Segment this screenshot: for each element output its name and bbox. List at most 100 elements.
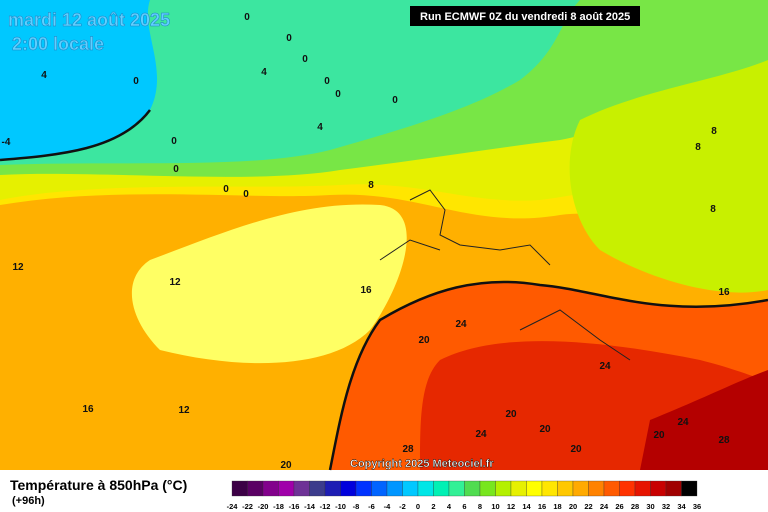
contour-label: 24 — [455, 319, 467, 330]
scale-swatch — [262, 480, 279, 497]
contour-label: 4 — [317, 122, 323, 133]
scale-swatch — [386, 480, 403, 497]
contour-label: 0 — [244, 12, 250, 23]
scale-swatch — [495, 480, 512, 497]
contour-label: 28 — [402, 444, 414, 455]
legend-title: Température à 850hPa (°C) — [10, 477, 187, 493]
scale-swatch — [464, 480, 481, 497]
scale-label: -20 — [258, 502, 269, 511]
scale-label: 18 — [553, 502, 561, 511]
scale-swatch — [634, 480, 651, 497]
scale-swatch — [231, 480, 248, 497]
scale-swatch — [557, 480, 574, 497]
scale-swatch — [324, 480, 341, 497]
scale-label: 20 — [569, 502, 577, 511]
scale-swatch — [340, 480, 357, 497]
scale-swatch — [510, 480, 527, 497]
contour-label: 0 — [171, 136, 177, 147]
scale-swatch — [278, 480, 295, 497]
scale-swatch — [479, 480, 496, 497]
scale-label: -10 — [335, 502, 346, 511]
contour-label: 0 — [286, 33, 292, 44]
contour-label: 24 — [475, 429, 487, 440]
scale-label: -16 — [289, 502, 300, 511]
contour-label: 12 — [169, 277, 181, 288]
scale-label: -2 — [399, 502, 406, 511]
scale-label: 30 — [646, 502, 654, 511]
run-box — [410, 6, 640, 26]
contour-label: -4 — [2, 137, 11, 148]
scale-swatch — [588, 480, 605, 497]
contour-label: 20 — [418, 335, 430, 346]
scale-label: -18 — [273, 502, 284, 511]
scale-label: 0 — [416, 502, 420, 511]
contour-label: 20 — [505, 409, 517, 420]
scale-label: 14 — [522, 502, 531, 511]
contour-label: 20 — [570, 444, 582, 455]
scale-label: -12 — [320, 502, 331, 511]
contour-label: 0 — [133, 76, 139, 87]
contour-label: 0 — [302, 54, 308, 65]
scale-swatch — [417, 480, 434, 497]
scale-label: 36 — [693, 502, 701, 511]
coastline — [379, 189, 631, 361]
contour-label: 24 — [599, 361, 611, 372]
scale-swatch — [526, 480, 543, 497]
contour-label: 16 — [718, 287, 730, 298]
scale-swatch — [665, 480, 682, 497]
contour-label: 4 — [261, 67, 267, 78]
map-title: mardi 12 août 2025 — [8, 10, 170, 30]
scale-swatch — [402, 480, 419, 497]
contour-label: 12 — [12, 262, 24, 273]
lead-time: (+96h) — [12, 495, 45, 507]
scale-label: -6 — [368, 502, 375, 511]
scale-label: 12 — [507, 502, 515, 511]
scale-label: 24 — [600, 502, 609, 511]
contour-label: 0 — [173, 164, 179, 175]
contour-label: 0 — [335, 89, 341, 100]
scale-swatch — [309, 480, 326, 497]
color-scale: -24 -22 -20 -18 -16 -14 -12 -10 -8 -6 -4 -2 0 2 4 6 8 10 1… — [227, 480, 701, 511]
contour-label: 8 — [368, 180, 374, 191]
scale-label: -14 — [304, 502, 316, 511]
contour-label: 16 — [82, 404, 94, 415]
contour-label: 0 — [223, 184, 229, 195]
contour-label: 20 — [539, 424, 551, 435]
scale-label: -8 — [353, 502, 360, 511]
scale-label: 34 — [677, 502, 686, 511]
copyright: Copyright 2025 Meteociel.fr — [350, 458, 494, 470]
contour-label: 24 — [677, 417, 689, 428]
contour-label: 20 — [653, 430, 665, 441]
scale-label: 22 — [584, 502, 592, 511]
scale-label: -22 — [242, 502, 253, 511]
scale-label: 32 — [662, 502, 670, 511]
contour-label: 0 — [324, 76, 330, 87]
band-12 — [131, 204, 407, 364]
scale-label: 8 — [478, 502, 482, 511]
contour-label: 4 — [41, 70, 47, 81]
run-info: Run ECMWF 0Z du vendredi 8 août 2025 — [420, 11, 630, 23]
band-0 — [0, 0, 158, 160]
scale-swatch — [619, 480, 636, 497]
scale-swatch — [541, 480, 558, 497]
scale-swatch — [603, 480, 620, 497]
contour-label: 12 — [178, 405, 190, 416]
scale-label: 10 — [491, 502, 499, 511]
scale-label: 6 — [462, 502, 466, 511]
contour-label: 8 — [710, 204, 716, 215]
band-28 — [640, 370, 768, 470]
contour-label: 20 — [280, 460, 292, 471]
contour-label: 0 — [392, 95, 398, 106]
scale-label: 4 — [447, 502, 452, 511]
contour-label: 0 — [243, 189, 249, 200]
scale-label: 16 — [538, 502, 546, 511]
contour-label: 8 — [695, 142, 701, 153]
scale-swatch — [247, 480, 264, 497]
scale-label: 28 — [631, 502, 639, 511]
scale-swatch — [293, 480, 310, 497]
scale-swatch — [433, 480, 450, 497]
contour-label: 28 — [718, 435, 730, 446]
band-east — [569, 60, 768, 293]
